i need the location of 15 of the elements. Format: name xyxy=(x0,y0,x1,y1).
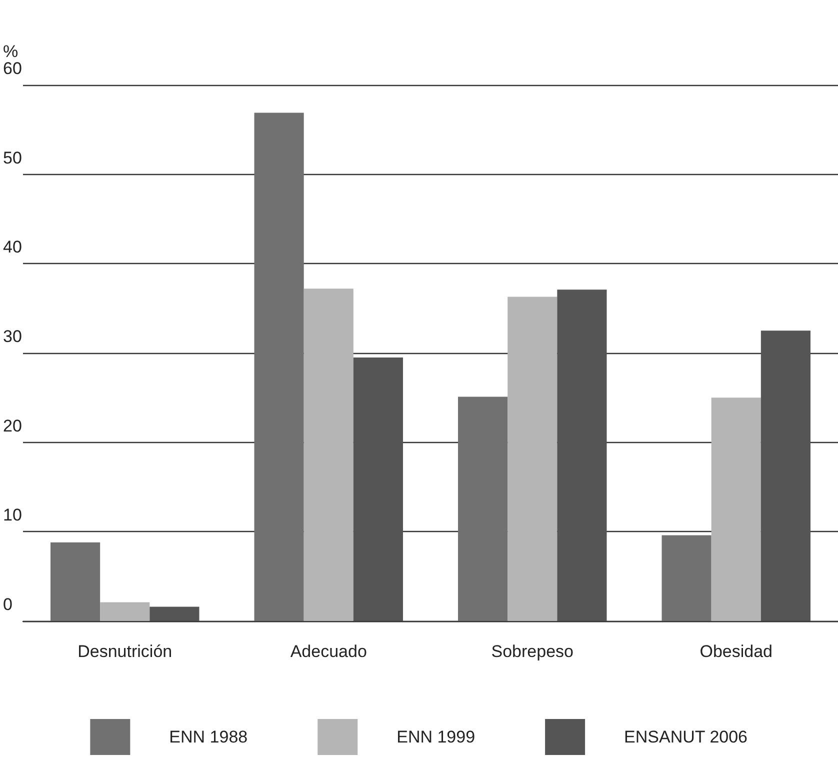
y-tick-label: 50 xyxy=(3,148,22,168)
y-axis-title: % xyxy=(3,42,18,62)
x-tick-label: Sobrepeso xyxy=(491,642,574,661)
y-tick-label: 30 xyxy=(3,327,22,346)
y-tick-label: 10 xyxy=(3,506,22,525)
y-tick-label: 60 xyxy=(3,59,22,78)
legend-label: ENN 1999 xyxy=(396,728,476,746)
x-tick-label: Adecuado xyxy=(290,642,367,661)
legend-label: ENN 1988 xyxy=(169,728,248,746)
legend-label: ENSANUT 2006 xyxy=(624,728,748,746)
x-tick-label: Obesidad xyxy=(700,642,773,661)
y-tick-label: 40 xyxy=(3,238,22,257)
y-tick-label: 0 xyxy=(3,595,12,614)
x-tick-label: Desnutrición xyxy=(78,642,172,661)
y-tick-label: 20 xyxy=(3,416,22,436)
